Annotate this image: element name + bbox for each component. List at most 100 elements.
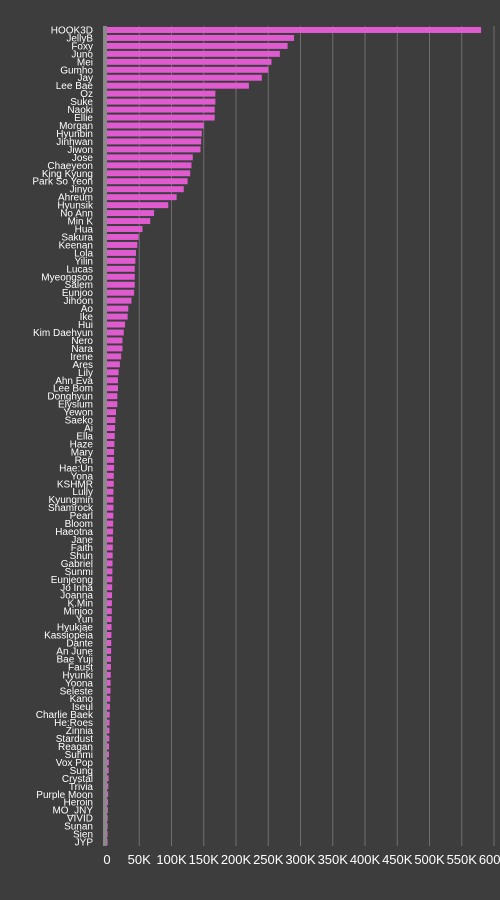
category-label-jane: Jane bbox=[71, 535, 93, 546]
x-tick-label-400K: 400K bbox=[350, 852, 381, 867]
bar-trivia bbox=[107, 783, 109, 790]
bar-mo-jny bbox=[107, 807, 108, 814]
category-label-yoona: Yoona bbox=[65, 678, 93, 689]
bar-kyungmin bbox=[107, 496, 114, 503]
category-label-mary: Mary bbox=[71, 447, 93, 458]
category-label-hui: Hui bbox=[78, 320, 93, 331]
category-label-he-roes: He:Roes bbox=[54, 718, 93, 729]
category-label-hook3d: HOOK3D bbox=[51, 25, 93, 36]
category-label-shun: Shun bbox=[70, 551, 93, 562]
bar-sakura bbox=[107, 233, 139, 240]
category-label-minjoo: Minjoo bbox=[64, 607, 94, 618]
category-label-mei: Mei bbox=[77, 57, 93, 68]
bar-suke bbox=[107, 98, 216, 105]
bar-donghyun bbox=[107, 393, 118, 400]
bar-jinhwan bbox=[107, 138, 202, 145]
category-label-joanna: Joanna bbox=[60, 591, 93, 602]
category-label-king-kyung: King Kyung bbox=[42, 169, 93, 180]
x-tick-label-450K: 450K bbox=[382, 852, 413, 867]
bar-no-ann bbox=[107, 210, 155, 217]
category-label-gumho: Gumho bbox=[60, 65, 93, 76]
bar-joanna bbox=[107, 592, 113, 599]
bar-salem bbox=[107, 281, 135, 288]
bar-juno bbox=[107, 50, 280, 57]
category-label-nero: Nero bbox=[71, 336, 93, 347]
category-label-nara: Nara bbox=[71, 344, 93, 355]
category-label-morgan: Morgan bbox=[59, 121, 93, 132]
category-label-kassiopeia: Kassiopeia bbox=[44, 631, 93, 642]
bar-hyunbin bbox=[107, 130, 202, 137]
category-label-vivid: VIVID bbox=[67, 814, 93, 825]
bar-vivid bbox=[107, 815, 108, 822]
category-label-myeongsoo: Myeongsoo bbox=[41, 272, 93, 283]
category-label-lee-bae: Lee Bae bbox=[56, 81, 94, 92]
category-label-jiwon: Jiwon bbox=[67, 145, 93, 156]
bar-jyp bbox=[107, 839, 108, 845]
bar-min-k bbox=[107, 218, 151, 225]
x-tick-label-100K: 100K bbox=[156, 852, 187, 867]
bar-bloom bbox=[107, 520, 114, 527]
category-label-lily: Lily bbox=[78, 368, 93, 379]
bar-jose bbox=[107, 154, 193, 161]
category-label-jellyb: JellyB bbox=[66, 33, 93, 44]
bar-sien bbox=[107, 831, 108, 838]
category-label-irene: Irene bbox=[70, 352, 93, 363]
bar-hui bbox=[107, 321, 126, 328]
category-label-an-june: An June bbox=[56, 646, 93, 657]
bar-yewon bbox=[107, 409, 117, 416]
category-label-k-min: K.Min bbox=[67, 599, 93, 610]
bar-morgan bbox=[107, 122, 204, 129]
bar-lucas bbox=[107, 265, 135, 272]
category-label-trivia: Trivia bbox=[69, 782, 94, 793]
category-label-jyp: JYP bbox=[75, 838, 94, 849]
x-tick-label-200K: 200K bbox=[221, 852, 252, 867]
category-label-hyunsik: Hyunsik bbox=[57, 201, 94, 212]
category-label-reagan: Reagan bbox=[58, 742, 93, 753]
category-label-jihoon: Jihoon bbox=[64, 296, 93, 307]
x-tick-label-150K: 150K bbox=[189, 852, 220, 867]
bar-yun bbox=[107, 616, 112, 623]
category-label-ella: Ella bbox=[76, 432, 93, 443]
category-label-lee-bom: Lee Bom bbox=[53, 384, 93, 395]
bar-pearl bbox=[107, 512, 114, 519]
bar-yona bbox=[107, 472, 114, 479]
bar-reagan bbox=[107, 743, 110, 750]
bar-heroin bbox=[107, 799, 108, 806]
bar-lola bbox=[107, 249, 137, 256]
bar-charlie-baek bbox=[107, 711, 110, 718]
bar-myeongsoo bbox=[107, 273, 135, 280]
bar-ai bbox=[107, 425, 116, 432]
category-label-ellie: Ellie bbox=[74, 113, 93, 124]
category-label-ike: Ike bbox=[80, 312, 94, 323]
category-label-saeko: Saeko bbox=[65, 416, 94, 427]
bar-nero bbox=[107, 337, 123, 344]
category-label-yona: Yona bbox=[71, 471, 94, 482]
category-label-iseul: Iseul bbox=[72, 702, 93, 713]
x-tick-label-600K: 600K bbox=[479, 852, 500, 867]
category-label-crystal: Crystal bbox=[62, 774, 93, 785]
category-label-haeotna: Haeotna bbox=[55, 527, 93, 538]
bar-hyukjae bbox=[107, 624, 112, 631]
category-label-suke: Suke bbox=[70, 97, 93, 108]
category-label-bloom: Bloom bbox=[65, 519, 93, 530]
category-label-elysium: Elysium bbox=[58, 400, 93, 411]
x-axis-ticks: 0 50K 100K 150K 200K 250K 300K 350K 400K 450K 500K… bbox=[103, 852, 500, 867]
bar-ao bbox=[107, 305, 129, 312]
category-label-zinnia: Zinnia bbox=[66, 726, 94, 737]
bar-sunan bbox=[107, 823, 108, 830]
bar-faust bbox=[107, 663, 111, 670]
bar-jellyb bbox=[107, 34, 295, 41]
category-label-shamrock: Shamrock bbox=[48, 503, 94, 514]
category-label-ao: Ao bbox=[81, 304, 94, 315]
category-label-ai: Ai bbox=[84, 424, 93, 435]
bar-jane bbox=[107, 536, 113, 543]
category-label-ahn-eva: Ahn Eva bbox=[55, 376, 93, 387]
category-label-eunjeong: Eunjeong bbox=[51, 575, 93, 586]
bar-seleste bbox=[107, 687, 111, 694]
category-label-park-so-yeon: Park So Yeon bbox=[32, 177, 93, 188]
category-label-hyukjae: Hyukjae bbox=[57, 623, 94, 634]
category-label-oz: Oz bbox=[80, 89, 93, 100]
category-label-min-k: Min K bbox=[67, 217, 93, 228]
bar-hyunki bbox=[107, 671, 111, 678]
